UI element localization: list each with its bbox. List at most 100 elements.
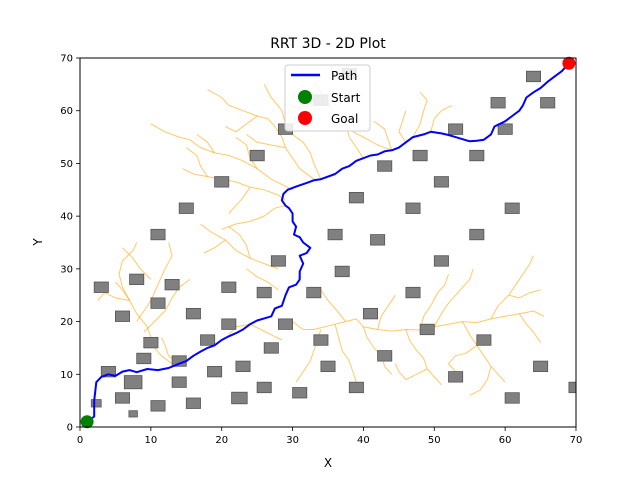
obstacle-8 xyxy=(115,392,131,404)
obstacle-2 xyxy=(129,273,145,286)
y-axis-label: Y xyxy=(31,238,45,247)
obstacle-34 xyxy=(306,286,322,299)
tree-branch-9 xyxy=(228,226,251,259)
tree-branch-12 xyxy=(221,205,286,230)
obstacle-35 xyxy=(313,334,329,346)
tree-branch-21 xyxy=(225,115,258,133)
tree-branch-25 xyxy=(352,131,392,151)
obstacle-53 xyxy=(469,228,485,241)
tree-branch-36 xyxy=(394,363,428,381)
obstacle-42 xyxy=(370,234,386,246)
tree-branch-17 xyxy=(235,136,258,169)
obstacle-9 xyxy=(128,410,138,418)
obstacle-7 xyxy=(123,375,143,390)
obstacle-60 xyxy=(526,70,542,83)
obstacle-22 xyxy=(235,360,251,373)
obstacle-44 xyxy=(377,350,393,362)
tree-branch-14 xyxy=(228,186,251,214)
tree-branch-7 xyxy=(122,247,152,280)
rrt-tree xyxy=(97,81,545,407)
obstacle-23 xyxy=(256,381,272,394)
tree-branch-38 xyxy=(462,321,506,383)
tree-branch-2 xyxy=(143,278,191,333)
y-tick-label: 60 xyxy=(60,106,73,117)
obstacle-48 xyxy=(419,323,435,336)
tree-branch-39 xyxy=(448,344,478,372)
obstacle-6 xyxy=(136,352,152,365)
obstacle-58 xyxy=(504,202,520,214)
obstacle-47 xyxy=(412,149,428,162)
chart-title: RRT 3D - 2D Plot xyxy=(270,36,386,52)
legend: Path Start Goal xyxy=(284,64,371,132)
obstacle-1 xyxy=(115,310,131,322)
plot-frame xyxy=(79,57,577,428)
obstacle-25 xyxy=(263,342,279,354)
obstacle-16 xyxy=(185,307,201,320)
x-tick-label: 20 xyxy=(215,435,228,446)
obstacle-19 xyxy=(221,318,237,330)
tree-branch-10 xyxy=(203,239,226,254)
tree-branch-40 xyxy=(490,255,534,320)
tree-branch-27 xyxy=(412,91,428,138)
x-tick-label: 0 xyxy=(77,435,83,446)
obstacle-17 xyxy=(200,334,216,346)
obstacle-38 xyxy=(334,265,350,278)
obstacle-52 xyxy=(448,371,464,383)
tree-branch-1 xyxy=(115,281,173,365)
x-axis-label: X xyxy=(324,456,332,470)
obstacle-24 xyxy=(256,286,272,299)
tree-branch-19 xyxy=(207,89,315,180)
tree-branch-35 xyxy=(405,329,442,386)
obstacle-30 xyxy=(178,202,194,214)
obstacle-3 xyxy=(150,297,166,309)
legend-start-label: Start xyxy=(331,91,361,105)
y-tick-label: 70 xyxy=(60,54,73,65)
tree-branch-6 xyxy=(136,242,173,322)
y-tick-label: 10 xyxy=(60,370,73,381)
x-axis: 0 10 20 30 40 50 60 70 xyxy=(77,427,582,446)
obstacle-59 xyxy=(504,392,520,404)
obstacle-12 xyxy=(150,400,166,412)
tree-branch-45 xyxy=(469,366,492,396)
obstacles xyxy=(90,68,576,418)
tree-branch-8 xyxy=(200,223,279,270)
tree-branch-4 xyxy=(97,292,130,301)
obstacle-46 xyxy=(405,202,421,214)
obstacle-62 xyxy=(540,97,556,109)
legend-start-swatch xyxy=(298,90,312,104)
obstacle-57 xyxy=(497,123,513,135)
tree-branch-3 xyxy=(118,242,138,301)
obstacle-61 xyxy=(533,360,549,373)
obstacle-45 xyxy=(405,286,421,299)
legend-path-label: Path xyxy=(331,69,357,83)
y-tick-label: 40 xyxy=(60,212,73,223)
obstacle-26 xyxy=(270,255,286,267)
y-tick-label: 0 xyxy=(67,423,73,434)
y-tick-label: 30 xyxy=(60,264,73,275)
legend-goal-label: Goal xyxy=(331,112,358,126)
tree-branch-20 xyxy=(246,133,286,149)
obstacle-32 xyxy=(249,149,265,162)
obstacle-43 xyxy=(377,160,393,172)
obstacle-63 xyxy=(568,381,576,394)
y-tick-label: 20 xyxy=(60,317,73,328)
obstacle-37 xyxy=(327,228,343,241)
path-series xyxy=(86,62,570,423)
x-tick-label: 40 xyxy=(357,435,370,446)
obstacle-31 xyxy=(214,176,230,188)
start-goal-markers xyxy=(80,56,576,429)
tree-branch-28 xyxy=(398,110,407,143)
tree-branch-26 xyxy=(373,120,393,151)
obstacle-15 xyxy=(185,397,201,409)
x-tick-label: 50 xyxy=(428,435,441,446)
x-tick-label: 10 xyxy=(144,435,157,446)
obstacle-13 xyxy=(171,376,187,388)
tree-branch-29 xyxy=(430,104,453,132)
obstacle-40 xyxy=(348,191,364,204)
tree-branch-42 xyxy=(419,273,449,331)
obstacle-49 xyxy=(433,176,449,188)
path-line xyxy=(86,62,570,423)
obstacle-56 xyxy=(490,97,506,109)
goal-marker xyxy=(562,56,576,70)
